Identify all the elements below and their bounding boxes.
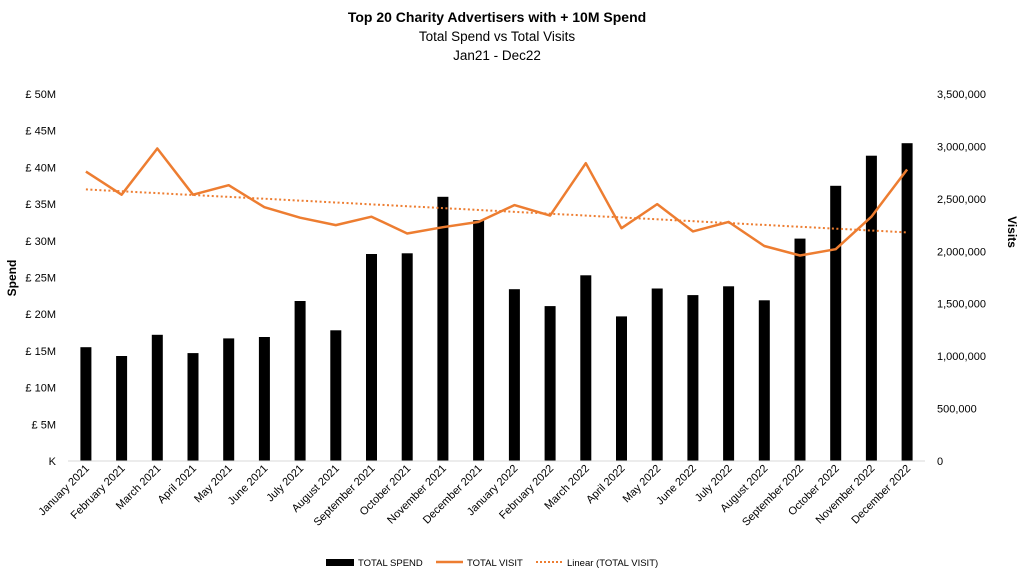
- left-tick-label-2: £ 10M: [25, 383, 56, 395]
- left-tick-label-0: K: [49, 456, 57, 468]
- spend-bar-6: [294, 301, 306, 461]
- left-tick-label-7: £ 35M: [25, 199, 56, 211]
- legend: TOTAL SPEND TOTAL VISIT Linear (TOTAL VI…: [326, 558, 658, 569]
- spend-bars: [80, 143, 913, 462]
- trendline-path: [85, 188, 908, 234]
- legend-label-trend: Linear (TOTAL VISIT): [567, 558, 658, 569]
- spend-bar-0: [80, 347, 92, 461]
- spend-bar-5: [258, 337, 270, 461]
- left-tick-label-4: £ 20M: [25, 309, 56, 321]
- legend-label-visit: TOTAL VISIT: [467, 558, 523, 569]
- spend-bar-15: [616, 316, 627, 461]
- spend-bar-16: [651, 288, 663, 461]
- right-tick-label-7: 3,500,000: [937, 89, 986, 101]
- legend-label-spend: TOTAL SPEND: [358, 558, 423, 569]
- x-tick-label-20: September 2022: [740, 463, 806, 529]
- left-tick-label-1: £ 5M: [32, 419, 56, 431]
- left-axis-ticks: K £ 5M £ 10M £ 15M £ 20M £ 25M £ 30M £ 35M £ 40M…: [25, 89, 56, 468]
- right-axis-title: Visits: [1005, 216, 1019, 248]
- legend-swatch-spend: [326, 559, 354, 566]
- spend-bar-4: [223, 338, 235, 461]
- left-tick-label-3: £ 15M: [25, 346, 56, 358]
- spend-bar-2: [151, 334, 163, 461]
- visit-line-path: [85, 147, 909, 257]
- spend-bar-18: [723, 286, 735, 461]
- right-tick-label-1: 500,000: [937, 404, 977, 416]
- x-tick-label-8: September 2021: [312, 463, 378, 529]
- spend-bar-21: [830, 185, 842, 462]
- left-axis-title: Spend: [5, 260, 19, 297]
- spend-bar-1: [116, 356, 128, 461]
- right-tick-label-4: 2,000,000: [937, 246, 986, 258]
- right-tick-label-2: 1,000,000: [937, 351, 986, 363]
- spend-bar-17: [687, 295, 699, 461]
- spend-bar-8: [366, 254, 377, 461]
- x-tick-label-3: April 2021: [156, 463, 200, 507]
- right-tick-label-5: 2,500,000: [937, 194, 986, 206]
- chart-subtitle-line-2: Jan21 - Dec22: [453, 48, 541, 63]
- spend-bar-3: [187, 353, 199, 461]
- spend-bar-23: [901, 143, 913, 461]
- chart-title: Top 20 Charity Advertisers with + 10M Sp…: [348, 9, 646, 25]
- spend-bar-20: [794, 238, 806, 461]
- spend-bar-7: [330, 330, 342, 461]
- visit-line: [85, 147, 909, 257]
- x-tick-label-15: April 2022: [584, 463, 628, 507]
- visit-trendline: [85, 188, 908, 234]
- spend-bar-22: [865, 155, 877, 461]
- right-tick-label-6: 3,000,000: [937, 141, 986, 153]
- spend-bar-11: [473, 220, 485, 461]
- right-tick-label-0: 0: [937, 456, 943, 468]
- left-tick-label-5: £ 25M: [25, 273, 56, 285]
- right-tick-label-3: 1,500,000: [937, 299, 986, 311]
- spend-bar-13: [544, 306, 556, 461]
- left-tick-label-6: £ 30M: [25, 236, 56, 248]
- left-tick-label-10: £ 50M: [25, 89, 56, 101]
- left-tick-label-9: £ 45M: [25, 126, 56, 138]
- spend-bar-12: [508, 289, 520, 461]
- chart-subtitle-line-1: Total Spend vs Total Visits: [419, 29, 576, 44]
- spend-bar-9: [401, 253, 413, 461]
- spend-bar-10: [437, 196, 449, 462]
- spend-bar-19: [758, 300, 770, 461]
- right-axis-ticks: 0 500,000 1,000,000 1,500,000 2,000,000 2,500…: [937, 89, 986, 468]
- left-tick-label-8: £ 40M: [25, 162, 56, 174]
- spend-bar-14: [580, 275, 592, 461]
